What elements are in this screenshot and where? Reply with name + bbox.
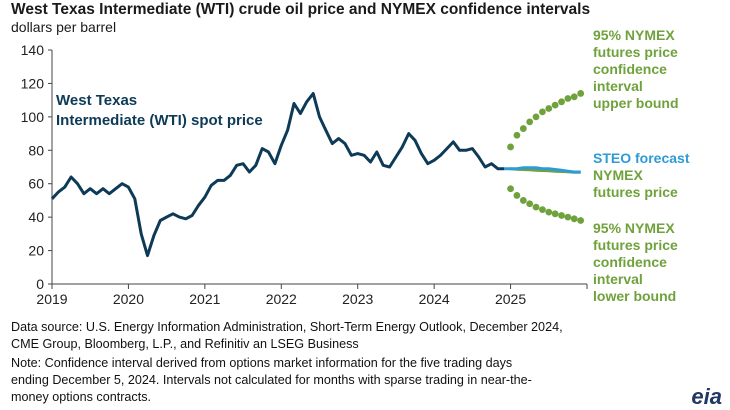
upper-bound-label-line-5: upper bound xyxy=(593,95,679,111)
note-line-1: Note: Confidence interval derived from o… xyxy=(11,356,513,370)
eia-logo: eia xyxy=(691,384,722,409)
upper-bound-point xyxy=(577,90,585,97)
upper-bound-point xyxy=(545,105,553,112)
upper-bound-point xyxy=(513,131,521,139)
lower-bound-point xyxy=(539,206,546,214)
upper-bound-point xyxy=(551,101,559,109)
x-tick-label-2023: 2023 xyxy=(342,291,373,307)
upper-bound-point xyxy=(570,93,578,101)
steo-forecast-label: STEO forecast xyxy=(593,150,690,166)
upper-bound-point xyxy=(564,95,572,102)
lower-bound-point xyxy=(564,213,572,221)
lower-bound-point xyxy=(519,197,527,204)
y-tick-label-120: 120 xyxy=(21,75,45,91)
lower-bound-label-line-5: lower bound xyxy=(593,288,676,304)
upper-bound-label-line-4: interval xyxy=(593,78,643,94)
lower-bound-label-line-3: confidence xyxy=(593,254,667,270)
data-source-line-1: Data source: U.S. Energy Information Adm… xyxy=(11,320,563,334)
lower-bound-point xyxy=(513,192,521,199)
series-steo-forecast-line xyxy=(504,166,581,174)
lower-bound-label-line-4: interval xyxy=(593,271,643,287)
x-tick-label-2019: 2019 xyxy=(36,291,67,307)
y-tick-label-60: 60 xyxy=(28,176,44,192)
x-tick-label-2020: 2020 xyxy=(113,291,144,307)
upper-bound-point xyxy=(558,98,565,106)
lower-bound-point xyxy=(507,185,514,193)
spot-price-label-line-1: West Texas xyxy=(56,92,137,109)
lower-bound-point xyxy=(570,215,578,223)
nymex-futures-label-line-1: NYMEX xyxy=(593,167,643,183)
upper-bound-label-line-2: futures price xyxy=(593,44,678,60)
upper-bound-point xyxy=(519,125,527,132)
series-wti-spot-line xyxy=(50,92,505,258)
x-tick-label-2024: 2024 xyxy=(419,291,450,307)
x-tick-label-2025: 2025 xyxy=(495,291,526,307)
lower-bound-label-line-1: 95% NYMEX xyxy=(593,220,675,236)
upper-bound-label-line-3: confidence xyxy=(593,61,667,77)
lower-bound-point xyxy=(545,208,553,216)
y-tick-label-0: 0 xyxy=(36,276,44,292)
y-axis-units: dollars per barrel xyxy=(11,19,117,35)
upper-bound-point xyxy=(507,143,514,151)
note-line-2: ending December 5, 2024. Intervals not c… xyxy=(11,373,532,387)
lower-bound-point xyxy=(577,217,585,224)
upper-bound-point xyxy=(532,113,540,121)
lower-bound-point xyxy=(532,203,540,211)
upper-bound-label-line-1: 95% NYMEX xyxy=(593,27,675,43)
chart-title: West Texas Intermediate (WTI) crude oil … xyxy=(11,1,591,18)
y-tick-label-20: 20 xyxy=(28,243,44,259)
y-tick-label-100: 100 xyxy=(21,109,45,125)
x-tick-label-2022: 2022 xyxy=(266,291,297,307)
y-tick-label-40: 40 xyxy=(28,209,44,225)
lower-bound-point xyxy=(551,210,559,218)
data-source-line-2: CME Group, Bloomberg, L.P., and Refiniti… xyxy=(11,337,359,351)
x-tick-label-2021: 2021 xyxy=(189,291,220,307)
lower-bound-label-line-2: futures price xyxy=(593,237,678,253)
y-tick-label-80: 80 xyxy=(28,142,44,158)
y-tick-label-140: 140 xyxy=(21,42,45,58)
spot-price-label-line-2: Intermediate (WTI) spot price xyxy=(56,112,263,129)
upper-bound-point xyxy=(539,108,546,116)
lower-bound-point xyxy=(558,212,565,219)
nymex-futures-label-line-2: futures price xyxy=(593,184,678,200)
lower-bound-point xyxy=(526,200,534,208)
note-line-3: money options contracts. xyxy=(11,390,152,404)
upper-bound-point xyxy=(526,118,534,126)
